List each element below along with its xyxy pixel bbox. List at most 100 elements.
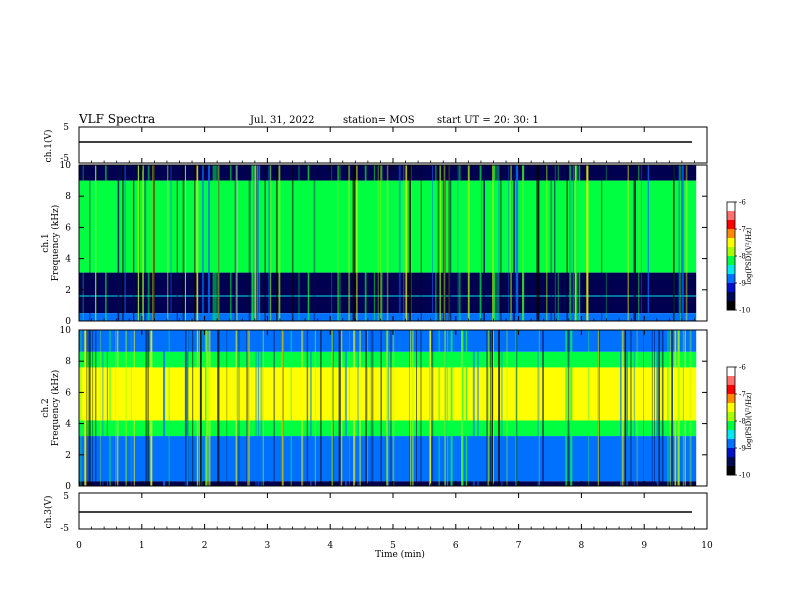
ch2-streak xyxy=(88,330,91,486)
ch2-streak xyxy=(438,330,440,486)
ch2-streak xyxy=(206,330,208,486)
ch2-streak xyxy=(380,330,382,486)
ch1-streak xyxy=(554,165,556,321)
ch1-streak xyxy=(516,165,519,321)
colorbar-tick-label: -10 xyxy=(739,307,750,315)
ch2-streak xyxy=(409,330,410,486)
ch1-streak xyxy=(256,165,259,321)
ch2-streak xyxy=(168,330,170,486)
ch1-streak xyxy=(380,165,382,321)
ch1-streak xyxy=(251,165,254,321)
ch1-streak xyxy=(82,165,84,321)
ch1-voltage-tick-bottom: -5 xyxy=(60,154,69,164)
ch2-streak xyxy=(281,330,284,486)
ch2-streak xyxy=(643,330,644,486)
ch1-streak xyxy=(276,165,278,321)
colorbar-cell xyxy=(727,229,735,232)
ch1-band-3 xyxy=(79,313,697,321)
colorbar-cell xyxy=(727,227,735,230)
ch2-streak xyxy=(657,330,660,486)
ch1-streak xyxy=(601,165,603,321)
x-tick-label: 2 xyxy=(202,541,208,551)
ch2-streak xyxy=(192,330,194,486)
ch1-band-2 xyxy=(79,272,697,314)
colorbar-cell xyxy=(727,279,735,282)
x-tick-label: 6 xyxy=(453,541,459,551)
ch1-streak xyxy=(496,165,498,321)
ch2-streak xyxy=(357,330,359,486)
colorbar-cell xyxy=(727,410,735,413)
ch2-streak xyxy=(410,330,411,486)
colorbar-cell xyxy=(727,458,735,461)
ch2-streak xyxy=(461,330,464,486)
ch1-streak xyxy=(194,165,196,321)
ch1-streak xyxy=(184,165,186,321)
colorbar-cell xyxy=(727,223,735,226)
colorbar-cell xyxy=(727,428,735,431)
colorbar-cell xyxy=(727,241,735,244)
colorbar-cell xyxy=(727,412,735,415)
ch2-streak xyxy=(661,330,664,486)
ch2-streak xyxy=(147,330,149,486)
ch2-streak xyxy=(671,330,673,486)
colorbar-cell xyxy=(727,250,735,253)
ch2-streak xyxy=(630,330,632,486)
ch2-streak xyxy=(365,330,368,486)
ch1-streak xyxy=(638,165,640,321)
colorbar-cell xyxy=(727,272,735,275)
ch1-streak xyxy=(270,165,272,321)
ch3-voltage-tick-top: 5 xyxy=(63,492,69,502)
colorbar-cell xyxy=(727,379,735,382)
ch1-streak xyxy=(248,165,250,321)
colorbar-cell xyxy=(727,471,735,474)
colorbar-cell xyxy=(727,243,735,246)
colorbar-cell xyxy=(727,252,735,255)
ch2-streak xyxy=(367,330,368,486)
colorbar-cell xyxy=(727,306,735,309)
colorbar-cell xyxy=(727,446,735,449)
ch1-streak xyxy=(377,165,379,321)
ch1-streak xyxy=(641,165,642,321)
ch1-streak xyxy=(551,165,553,321)
colorbar-cell xyxy=(727,426,735,429)
ch2-streak xyxy=(301,330,304,486)
colorbar-cell xyxy=(727,435,735,438)
colorbar-cell xyxy=(727,368,735,371)
ch1-streak xyxy=(133,165,135,321)
colorbar-cell xyxy=(727,216,735,219)
ch1-streak xyxy=(170,165,172,321)
colorbar-cell xyxy=(727,424,735,427)
ch2-streak xyxy=(570,330,573,486)
ch2-streak xyxy=(130,330,132,486)
ch2-streak xyxy=(656,330,659,486)
ch1-streak xyxy=(340,165,341,321)
colorbar-cell xyxy=(727,388,735,391)
ch2-streak xyxy=(208,330,211,486)
ch1-streak xyxy=(235,165,237,321)
x-axis-label: Time (min) xyxy=(375,549,425,560)
ch2-channel-label: ch.2 xyxy=(41,398,51,417)
ch2-streak xyxy=(515,330,517,486)
ch2-streak xyxy=(392,330,395,486)
ch2-streak xyxy=(431,330,434,486)
colorbar-cell xyxy=(727,413,735,416)
ch2-streak xyxy=(340,330,343,486)
ch2-streak xyxy=(537,330,540,486)
ch1-streak xyxy=(268,165,271,321)
ch1-no-data xyxy=(696,165,707,321)
ch1-streak xyxy=(569,165,571,321)
ch2-streak xyxy=(306,330,309,486)
colorbar-cell xyxy=(727,395,735,398)
colorbar-cell xyxy=(727,448,735,451)
ch1-streak xyxy=(124,165,126,321)
ch2-streak xyxy=(257,330,260,486)
colorbar-cell xyxy=(727,381,735,384)
ch2-streak xyxy=(429,330,432,486)
ch2-streak xyxy=(208,330,210,486)
colorbar-cell xyxy=(727,245,735,248)
ch2-streak xyxy=(226,330,228,486)
ch1-streak xyxy=(95,165,97,321)
colorbar-cell xyxy=(727,225,735,228)
ch1-streak xyxy=(443,165,446,321)
ch1-streak xyxy=(217,165,220,321)
